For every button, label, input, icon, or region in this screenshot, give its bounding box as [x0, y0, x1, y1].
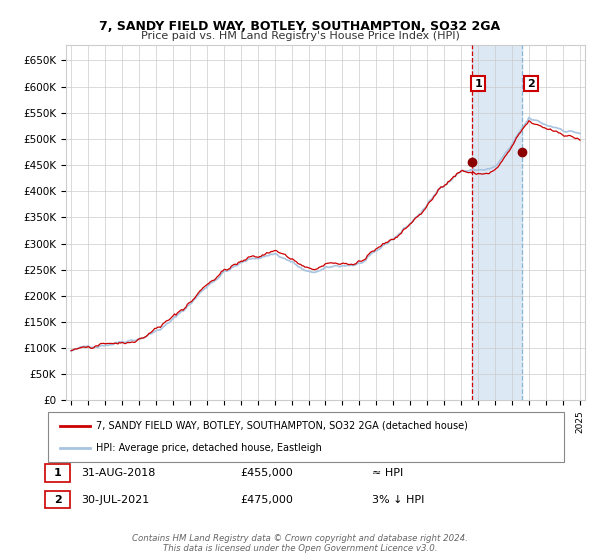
Text: Contains HM Land Registry data © Crown copyright and database right 2024.
This d: Contains HM Land Registry data © Crown c…	[132, 534, 468, 553]
Text: 2: 2	[527, 78, 535, 88]
Text: 30-JUL-2021: 30-JUL-2021	[81, 494, 149, 505]
Text: £475,000: £475,000	[240, 494, 293, 505]
Text: 1: 1	[54, 468, 61, 478]
Text: ≈ HPI: ≈ HPI	[372, 468, 403, 478]
Text: 7, SANDY FIELD WAY, BOTLEY, SOUTHAMPTON, SO32 2GA (detached house): 7, SANDY FIELD WAY, BOTLEY, SOUTHAMPTON,…	[96, 421, 468, 431]
Text: HPI: Average price, detached house, Eastleigh: HPI: Average price, detached house, East…	[96, 443, 322, 453]
Bar	[472, 45, 522, 400]
Text: 7, SANDY FIELD WAY, BOTLEY, SOUTHAMPTON, SO32 2GA: 7, SANDY FIELD WAY, BOTLEY, SOUTHAMPTON,…	[100, 20, 500, 32]
Text: Price paid vs. HM Land Registry's House Price Index (HPI): Price paid vs. HM Land Registry's House …	[140, 31, 460, 41]
Text: 2: 2	[54, 494, 61, 505]
Text: 31-AUG-2018: 31-AUG-2018	[81, 468, 155, 478]
Text: £455,000: £455,000	[240, 468, 293, 478]
Text: 1: 1	[474, 78, 482, 88]
Text: 3% ↓ HPI: 3% ↓ HPI	[372, 494, 424, 505]
